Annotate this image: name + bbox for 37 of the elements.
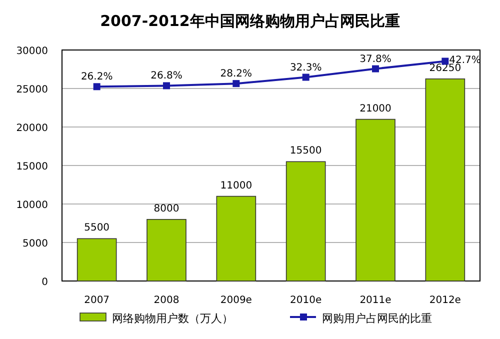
- x-tick-label: 2009e: [220, 295, 252, 306]
- data-label: 5500: [84, 222, 110, 234]
- y-tick-label: 20000: [16, 123, 48, 134]
- y-tick-label: 30000: [16, 46, 48, 57]
- bar: [146, 219, 186, 282]
- x-tick-label: 2007: [84, 295, 110, 306]
- y-tick-label: 5000: [22, 238, 48, 250]
- point: [302, 74, 310, 81]
- y-tick-label: 10000: [16, 200, 48, 211]
- data-label: 21000: [360, 103, 392, 114]
- point: [372, 65, 379, 72]
- bar: [76, 238, 117, 282]
- y-tick-label: 25000: [16, 84, 48, 96]
- data-label: 26.2%: [80, 72, 113, 83]
- point: [232, 80, 240, 88]
- data-label: 15500: [290, 146, 322, 157]
- point: [93, 83, 100, 90]
- x-tick-label: 2012e: [429, 295, 461, 306]
- bar: [425, 78, 466, 282]
- x-tick-label: 2008: [154, 295, 180, 306]
- point: [163, 82, 170, 90]
- data-label: 11000: [220, 180, 252, 192]
- data-label: 37.8%: [360, 54, 392, 65]
- y-tick-label: 0: [42, 277, 48, 288]
- data-label: 8000: [154, 203, 180, 214]
- data-label: 28.2%: [220, 68, 252, 80]
- data-label: 32.3%: [290, 62, 322, 74]
- x-tick-label: 2010e: [290, 295, 322, 306]
- x-tick-label: 2011e: [360, 295, 392, 306]
- y-tick-label: 15000: [16, 162, 48, 172]
- legend-label: 网络购物用户数（万人）: [112, 312, 233, 325]
- data-label: 26.8%: [150, 70, 182, 82]
- bar: [286, 161, 326, 282]
- bar: [356, 118, 396, 282]
- legend-label: 网购用户占网民的比重: [322, 312, 432, 325]
- chart-title: 2007-2012年中国网络购物用户占网民比重: [100, 12, 400, 30]
- bar: [216, 196, 256, 282]
